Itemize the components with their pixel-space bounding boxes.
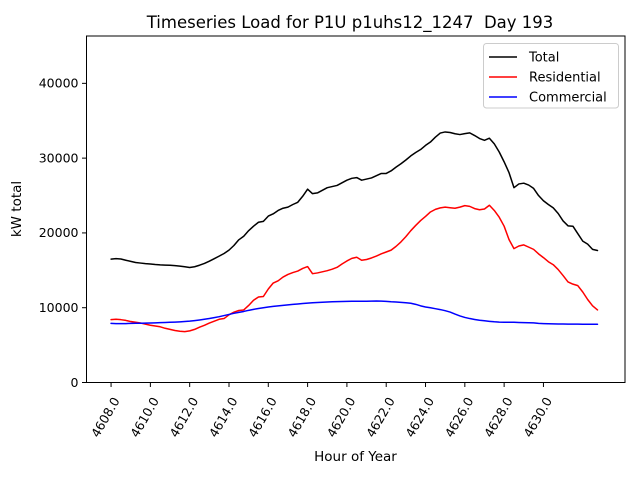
legend-label-residential: Residential xyxy=(529,71,601,86)
x-tick-label: 4622.0 xyxy=(363,394,398,439)
x-tick-label: 4630.0 xyxy=(520,394,555,439)
x-tick-label: 4612.0 xyxy=(166,394,201,439)
legend-box xyxy=(483,43,619,109)
y-tick-label: 30000 xyxy=(39,150,79,165)
x-tick-label: 4624.0 xyxy=(402,394,437,439)
y-tick-label: 0 xyxy=(71,375,79,390)
y-tick-label: 10000 xyxy=(39,300,79,315)
x-tick-label: 4614.0 xyxy=(206,394,241,439)
x-tick-label: 4620.0 xyxy=(324,394,359,439)
x-axis-label: Hour of Year xyxy=(314,449,397,465)
y-axis-label: kW total xyxy=(9,180,25,238)
x-tick-label: 4626.0 xyxy=(442,394,477,439)
x-tick-label: 4610.0 xyxy=(127,394,162,439)
x-tick-label: 4618.0 xyxy=(284,394,319,439)
x-tick-label: 4628.0 xyxy=(481,394,516,439)
chart-title: Timeseries Load for P1U p1uhs12_1247 Day… xyxy=(146,13,554,32)
x-tick-label: 4608.0 xyxy=(88,394,123,439)
y-tick-label: 40000 xyxy=(39,76,79,91)
series-line-commercial xyxy=(110,300,599,326)
x-tick-label: 4616.0 xyxy=(245,394,280,439)
legend-label-total: Total xyxy=(528,51,559,66)
plot-area xyxy=(86,35,626,383)
legend-label-commercial: Commercial xyxy=(529,91,607,106)
y-tick-label: 20000 xyxy=(39,225,79,240)
series-line-residential xyxy=(110,204,599,333)
series-line-total xyxy=(110,131,599,269)
